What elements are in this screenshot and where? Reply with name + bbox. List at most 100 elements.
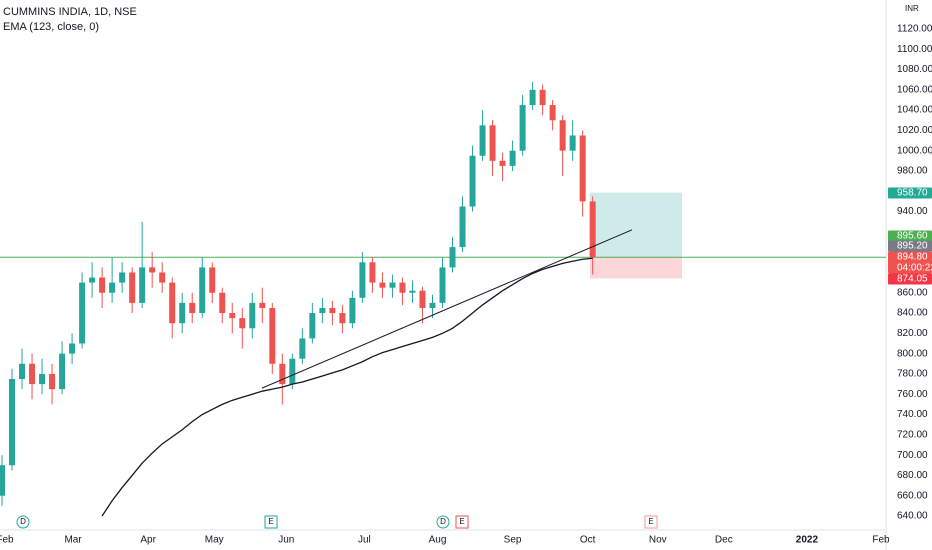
plot-area [0, 81, 886, 517]
price-tag [888, 251, 932, 274]
x-tick-label: Jul [358, 535, 371, 546]
indicator-title: EMA (123, close, 0) [3, 21, 99, 33]
event-label: D [440, 517, 446, 526]
candle-body [479, 125, 486, 156]
candle-body [99, 277, 106, 293]
y-tick-label: 800.00 [897, 348, 928, 359]
candle-body [189, 302, 196, 314]
trendline [261, 229, 633, 389]
candle-body [249, 302, 256, 329]
y-tick-label: 1000.00 [897, 145, 932, 156]
candle-body [389, 282, 396, 288]
ema-line [101, 257, 593, 517]
candle-body [209, 267, 216, 293]
x-tick-label: Sep [504, 535, 522, 546]
candle-body [239, 318, 246, 329]
currency: INR [905, 4, 919, 13]
event-label: E [648, 517, 653, 526]
candle-body [49, 373, 56, 390]
x-tick-label: Feb [872, 535, 890, 546]
candle-body [19, 363, 26, 380]
candle-body [369, 262, 376, 283]
event-marker [264, 515, 278, 529]
event-marker [436, 515, 450, 529]
y-tick-label: 660.00 [897, 490, 928, 501]
candle-body [569, 135, 576, 151]
candle-body [279, 363, 286, 385]
candle-body [79, 282, 86, 344]
price-tag-label: 874.05 [897, 274, 928, 285]
chart-title: CUMMINS INDIA, 1D, NSE [3, 6, 137, 18]
y-tick-label: 760.00 [897, 389, 928, 400]
candle-body [219, 292, 226, 314]
candle-body [349, 297, 356, 324]
y-tick-label: 840.00 [897, 308, 928, 319]
candle-body [329, 307, 336, 314]
candle-body [559, 120, 566, 151]
candle-body [419, 290, 426, 308]
x-tick-label: Aug [429, 535, 447, 546]
x-tick-label: Mar [64, 535, 82, 546]
candle-body [169, 282, 176, 324]
candle-body [69, 343, 76, 354]
candle-body [449, 247, 456, 268]
candle-body [579, 135, 586, 202]
price-tag-label: 958.70 [897, 188, 928, 199]
x-tick-label: Apr [140, 535, 156, 546]
candle-body [459, 206, 466, 248]
candle-body [159, 272, 166, 283]
y-tick-label: 1040.00 [897, 105, 932, 116]
candle-body [59, 353, 66, 390]
candle-body [509, 150, 516, 166]
y-tick-label: 700.00 [897, 450, 928, 461]
candle-body [309, 313, 316, 339]
price-tag [888, 273, 932, 285]
candle-body [469, 155, 476, 207]
candle-body [259, 302, 266, 308]
y-tick-label: 740.00 [897, 409, 928, 420]
price-tag-label: 895.20 [897, 241, 928, 252]
y-tick-label: 860.00 [897, 287, 928, 298]
candle-body [89, 277, 96, 283]
candle-body [489, 125, 496, 161]
event-marker [455, 515, 469, 529]
candle-body [199, 267, 206, 314]
event-marker [16, 515, 30, 529]
y-tick-label: 940.00 [897, 206, 928, 217]
candle-body [379, 282, 386, 288]
x-tick-label: Nov [649, 535, 667, 546]
x-tick-label: May [205, 535, 224, 546]
candle-body [179, 302, 186, 324]
event-label: E [459, 517, 464, 526]
candle-body [29, 363, 36, 385]
candle-body [39, 373, 46, 385]
candle-body [499, 160, 506, 166]
y-tick-label: 1100.00 [897, 44, 932, 55]
y-tick-label: 820.00 [897, 328, 928, 339]
candle-body [429, 302, 436, 308]
y-tick-label: 1020.00 [897, 125, 932, 136]
candle-body [229, 313, 236, 319]
price-tag [888, 230, 932, 242]
x-tick-label: Dec [715, 535, 733, 546]
candle-body [269, 307, 276, 364]
candle-body [339, 313, 346, 324]
price-tag-label: 894.80 [897, 252, 928, 263]
candle-body [549, 105, 556, 121]
event-label: D [20, 517, 26, 526]
candle-body [589, 201, 596, 258]
candle-body [529, 89, 536, 106]
price-tag [888, 187, 932, 199]
y-tick-label: 780.00 [897, 369, 928, 380]
y-tick-label: 1080.00 [897, 64, 932, 75]
candle-body [319, 307, 326, 314]
candle-body [519, 105, 526, 151]
price-tag-label: 895.60 [897, 231, 928, 242]
x-tick-label: 2022 [796, 535, 819, 546]
candle-body [139, 267, 146, 303]
candle-body [9, 379, 16, 466]
target-zone [590, 192, 682, 257]
y-tick-label: 1120.00 [897, 24, 932, 35]
y-tick-label: 680.00 [897, 470, 928, 481]
